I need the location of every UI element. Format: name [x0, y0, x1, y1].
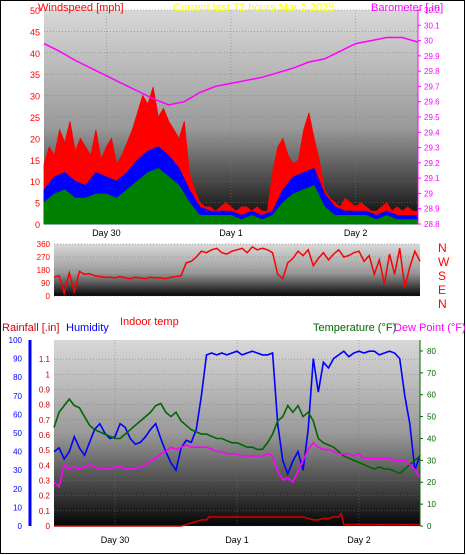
- compass-label: S: [438, 269, 446, 283]
- rain-tick-label: 0: [46, 522, 51, 531]
- barometer-tick-label: 29: [424, 189, 433, 198]
- indoor-temp-label: Indoor temp: [120, 316, 179, 328]
- rain-tick-label: 0.3: [39, 477, 51, 486]
- day-label: Day 1: [225, 535, 249, 545]
- temperature-line: [53, 397, 421, 475]
- windspeed-tick-label: 15: [30, 156, 40, 166]
- rain-tick-label: 0.5: [39, 446, 51, 455]
- compass-label: N: [438, 297, 447, 311]
- dew-point-line: [53, 441, 421, 489]
- direction-tick-label: 180: [37, 266, 51, 275]
- windspeed-tick-label: 20: [30, 134, 40, 144]
- temperature-axis-label: Temperature (°F): [313, 322, 396, 334]
- barometer-tick-label: 29.8: [424, 67, 440, 76]
- barometer-tick-label: 29.3: [424, 144, 440, 153]
- humidity-tick-label: 10: [13, 503, 22, 512]
- barometer-tick-label: 29.7: [424, 82, 440, 91]
- barometer-tick-label: 29.6: [424, 98, 440, 107]
- windspeed-tick-label: 40: [30, 49, 40, 59]
- humidity-axis-label: Humidity: [66, 322, 109, 334]
- rain-tick-label: 0.4: [39, 461, 51, 470]
- barometer-tick-label: 29.1: [424, 174, 440, 183]
- barometer-tick-label: 28.8: [424, 220, 440, 229]
- barometer-tick-label: 29.4: [424, 128, 440, 137]
- rain-tick-label: 0.8: [39, 401, 51, 410]
- humidity-tick-label: 30: [13, 466, 22, 475]
- rainfall-axis-label: Rainfall [.in]: [2, 322, 59, 334]
- windspeed-tick-label: 0: [35, 220, 40, 230]
- rain-tick-label: 0.7: [39, 416, 51, 425]
- barometer-tick-label: 30.1: [424, 21, 440, 30]
- barometer-tick-label: 29.9: [424, 52, 440, 61]
- rain-tick-label: 1.1: [39, 355, 51, 364]
- day-label: Day 30: [101, 535, 130, 545]
- windspeed-tick-label: 35: [30, 70, 40, 80]
- humidity-tick-label: 60: [13, 410, 22, 419]
- humidity-tick-label: 70: [13, 392, 22, 401]
- humidity-tick-label: 80: [13, 373, 22, 382]
- temperature-tick-label: 40: [427, 434, 436, 443]
- barometer-axis-label: Barometer [.in]: [371, 2, 443, 14]
- temperature-tick-label: 20: [427, 478, 436, 487]
- direction-tick-label: 360: [37, 240, 51, 249]
- humidity-tick-label: 40: [13, 448, 22, 457]
- dewpoint-axis-label: Dew Point (°F): [394, 322, 466, 334]
- rain-tick-label: 0.1: [39, 507, 51, 516]
- windspeed-tick-label: 45: [30, 27, 40, 37]
- temperature-tick-label: 10: [427, 500, 436, 509]
- wind-direction-line: [53, 245, 421, 296]
- barometer-tick-label: 29.2: [424, 159, 440, 168]
- windspeed-tick-label: 50: [30, 6, 40, 16]
- rainfall-line: [54, 512, 420, 527]
- windspeed-tick-label: 30: [30, 92, 40, 102]
- day-label: Day 2: [344, 228, 368, 238]
- day-label: Day 30: [92, 228, 121, 238]
- humidity-tick-label: 90: [13, 355, 22, 364]
- barometer-tick-label: 28.9: [424, 205, 440, 214]
- barometer-tick-label: 29.5: [424, 113, 440, 122]
- temperature-tick-label: 80: [427, 347, 436, 356]
- direction-tick-label: 270: [37, 253, 51, 262]
- humidity-tick-label: 50: [13, 429, 22, 438]
- temperature-tick-label: 0: [427, 522, 432, 531]
- direction-tick-label: 0: [46, 292, 51, 301]
- barometer-tick-label: 30.2: [424, 6, 440, 15]
- temperature-tick-label: 60: [427, 391, 436, 400]
- windspeed-axis-label: Windspeed [mph]: [38, 2, 124, 14]
- humidity-tick-label: 0: [18, 522, 23, 531]
- humidity-tick-label: 20: [13, 485, 22, 494]
- calm-area: [43, 167, 419, 225]
- humidity-line: [53, 350, 421, 477]
- chart-title: Current last 72 hours Mar 2 2025: [173, 2, 334, 14]
- windspeed-tick-label: 25: [30, 113, 40, 123]
- humidity-tick-label: 100: [9, 336, 23, 345]
- temperature-tick-label: 50: [427, 413, 436, 422]
- barometer-tick-label: 30: [424, 37, 433, 46]
- compass-label: E: [438, 283, 446, 297]
- rain-tick-label: 0.2: [39, 492, 51, 501]
- day-label: Day 2: [347, 535, 371, 545]
- rain-tick-label: 1: [46, 370, 51, 379]
- windspeed-tick-label: 5: [35, 199, 40, 209]
- temperature-tick-label: 70: [427, 369, 436, 378]
- windspeed-tick-label: 10: [30, 177, 40, 187]
- rain-tick-label: 0.6: [39, 431, 51, 440]
- compass-label: W: [438, 255, 450, 269]
- day-label: Day 1: [219, 228, 243, 238]
- compass-label: N: [438, 241, 447, 255]
- barometer-line: [43, 36, 419, 106]
- temperature-tick-label: 30: [427, 456, 436, 465]
- direction-tick-label: 90: [41, 279, 50, 288]
- rain-tick-label: 0.9: [39, 386, 51, 395]
